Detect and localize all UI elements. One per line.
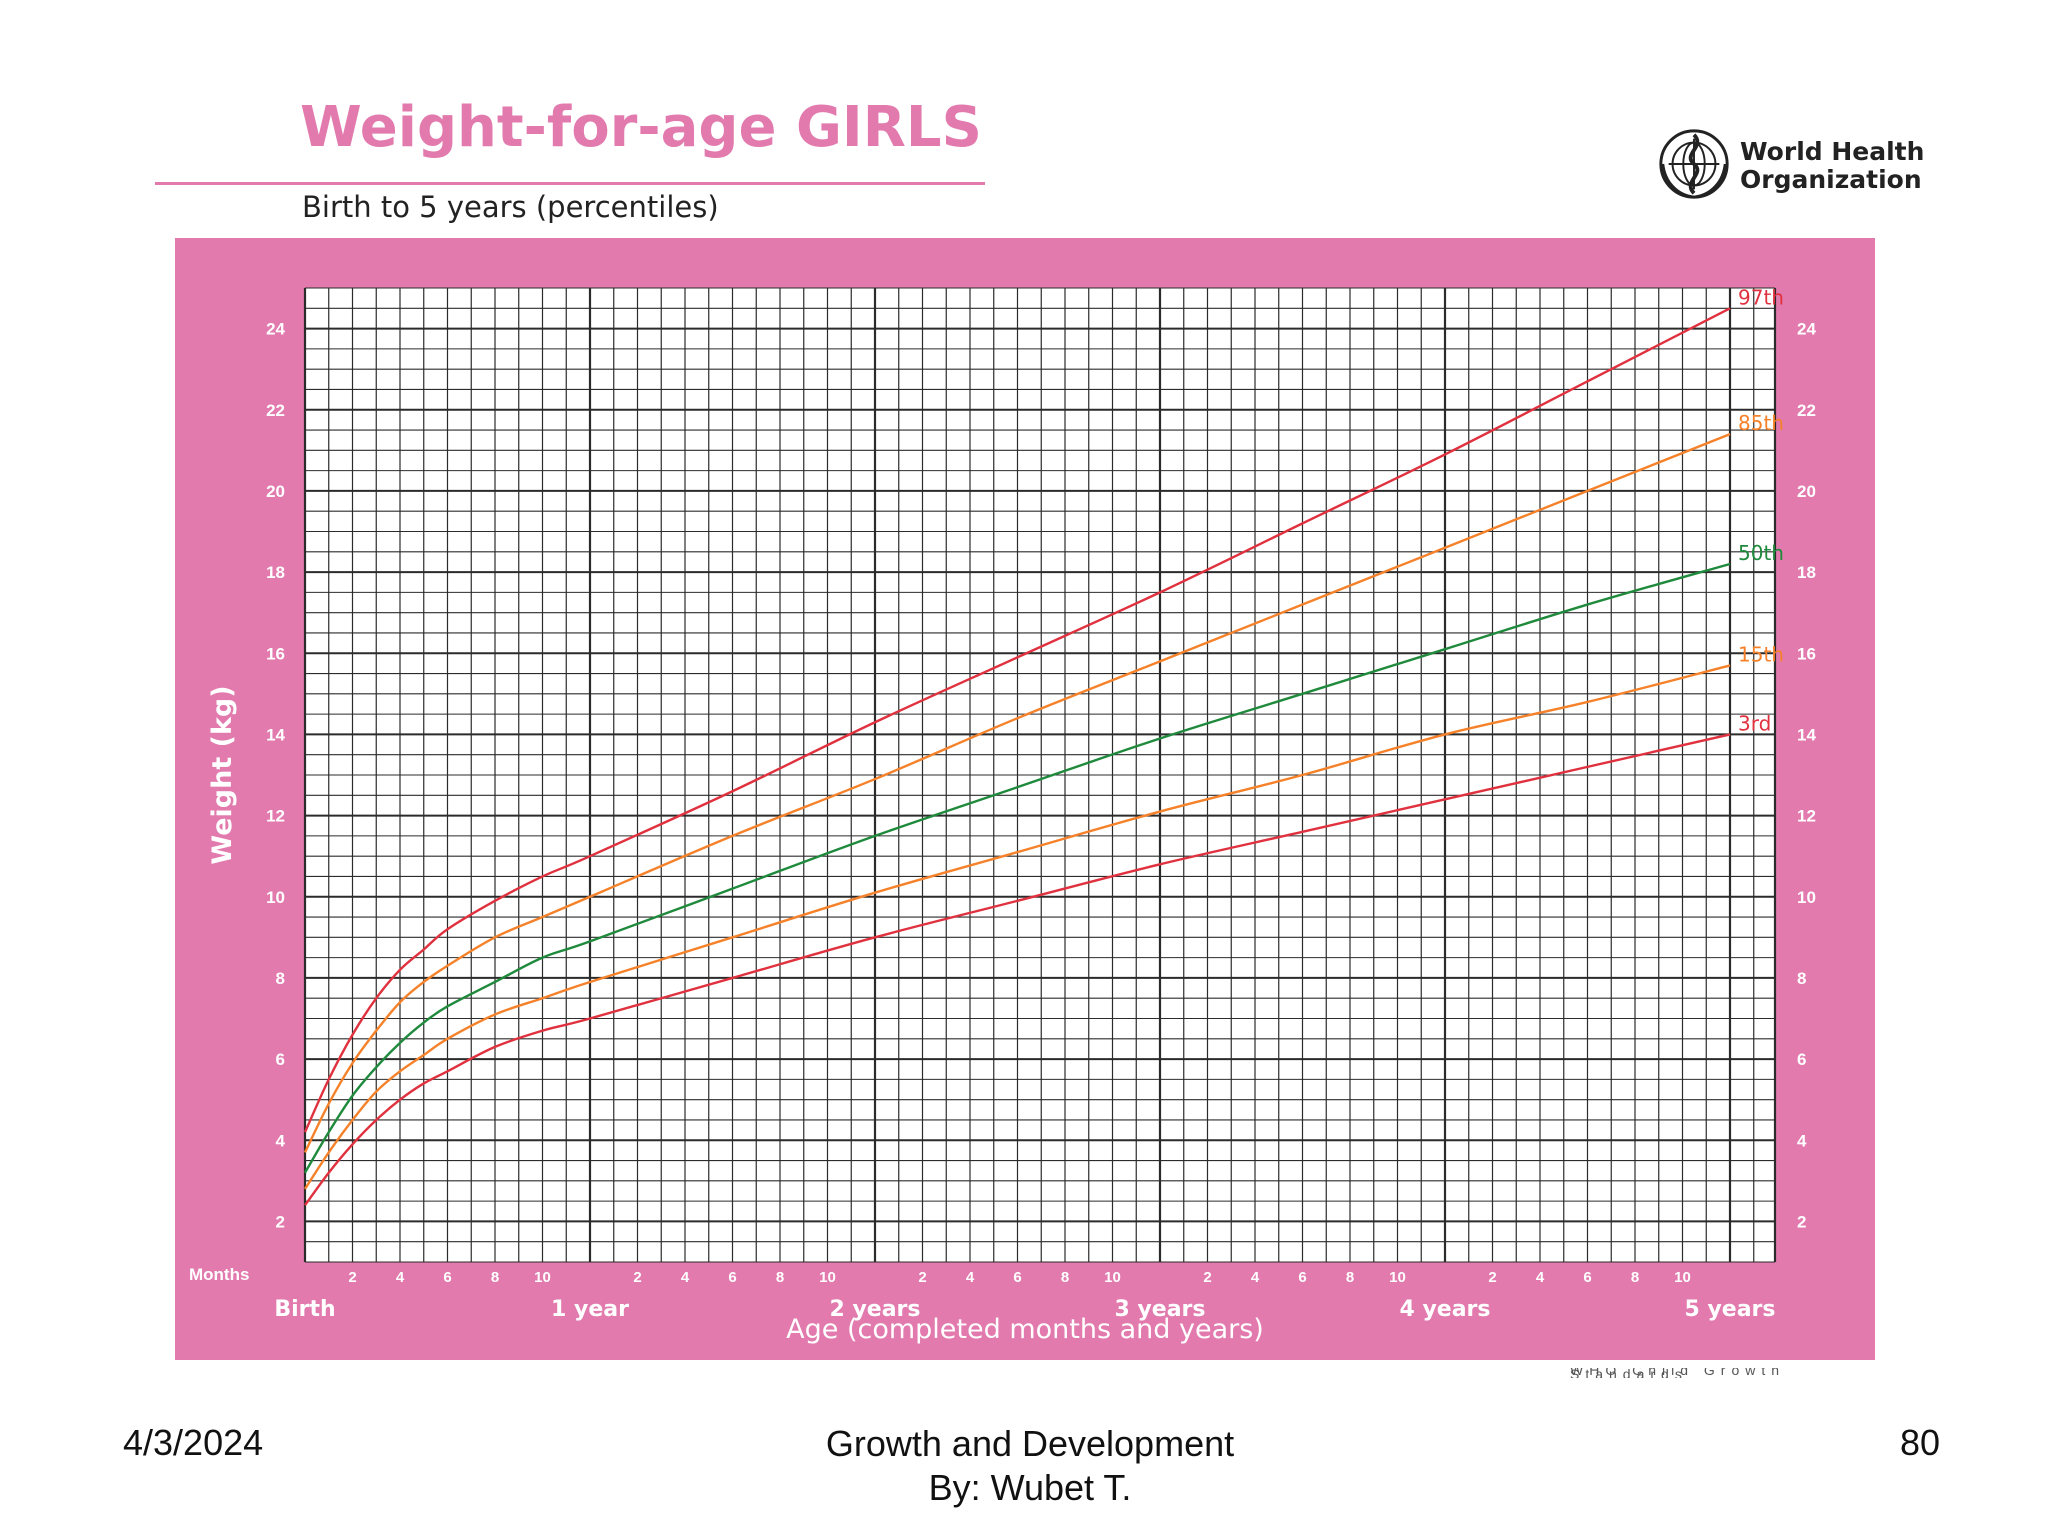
x-month-label: 10 — [1389, 1269, 1406, 1286]
percentile-line-85th — [303, 432, 1731, 1153]
y-axis-title: Weight (kg) — [207, 685, 238, 864]
footer-title: Growth and Development By: Wubet T. — [825, 1423, 1235, 1508]
y-tick-label-right: 16 — [1797, 644, 1816, 663]
x-month-label: 4 — [966, 1269, 975, 1286]
x-month-label: 10 — [819, 1269, 836, 1286]
y-tick-label-left: 24 — [266, 320, 285, 339]
y-tick-label-right: 8 — [1797, 969, 1806, 988]
y-tick-label-right: 12 — [1797, 807, 1816, 826]
y-tick-label-left: 4 — [276, 1131, 286, 1150]
y-tick-label-left: 18 — [266, 563, 285, 582]
x-month-label: 6 — [1298, 1269, 1306, 1286]
x-axis-year-labels: Birth 1 year 2 years 3 years 4 years 5 years — [274, 1297, 1775, 1322]
percentile-label-85th: 85th — [1738, 411, 1784, 435]
x-month-label: 6 — [443, 1269, 451, 1286]
x-year-label: 4 years — [1399, 1297, 1490, 1322]
chart-title: Weight-for-age GIRLS — [300, 95, 982, 160]
series-lines — [303, 307, 1731, 1206]
percentile-label-97th: 97th — [1738, 285, 1784, 309]
x-month-label: 6 — [728, 1269, 736, 1286]
x-month-label: 2 — [1488, 1269, 1496, 1286]
y-tick-label-right: 14 — [1797, 725, 1816, 744]
x-month-label: 10 — [1104, 1269, 1121, 1286]
y-tick-label-right: 24 — [1797, 320, 1816, 339]
percentile-label-3rd: 3rd — [1738, 711, 1771, 735]
organization-name: World Health Organization — [1740, 137, 1925, 194]
x-axis-month-labels: 2 4 6 8 10 2 4 6 8 10 2 4 6 8 10 2 4 6 8 10 2 4 6 8 10 — [348, 1269, 1691, 1286]
x-month-label: 6 — [1013, 1269, 1021, 1286]
y-tick-label-right: 18 — [1797, 563, 1816, 582]
x-month-label: 8 — [491, 1269, 499, 1286]
footer-date: 4/3/2024 — [123, 1422, 264, 1463]
y-tick-label-left: 2 — [276, 1212, 285, 1231]
x-month-label: 4 — [1536, 1269, 1545, 1286]
percentile-line-3rd — [304, 733, 1731, 1206]
x-month-label: 4 — [681, 1269, 690, 1286]
y-tick-label-right: 20 — [1797, 482, 1816, 501]
x-month-label: 2 — [918, 1269, 926, 1286]
x-axis-title: Age (completed months and years) — [786, 1314, 1264, 1345]
y-tick-label-right: 22 — [1797, 401, 1816, 420]
x-year-label: 1 year — [551, 1297, 629, 1322]
x-month-label: 8 — [776, 1269, 784, 1286]
percentile-label-50th: 50th — [1738, 541, 1784, 565]
y-tick-label-left: 20 — [266, 482, 285, 501]
page-number: 80 — [1899, 1422, 1940, 1463]
percentile-line-15th — [303, 664, 1731, 1190]
y-tick-label-left: 10 — [266, 888, 285, 907]
x-month-label: 8 — [1631, 1269, 1639, 1286]
grid-minor — [305, 287, 1775, 1263]
x-month-label: 6 — [1583, 1269, 1591, 1286]
months-label: Months — [189, 1265, 249, 1284]
chart-subtitle: Birth to 5 years (percentiles) — [302, 190, 719, 224]
x-month-label: 8 — [1061, 1269, 1069, 1286]
x-month-label: 2 — [348, 1269, 356, 1286]
x-month-label: 4 — [1251, 1269, 1260, 1286]
who-emblem-icon — [1659, 129, 1729, 199]
x-month-label: 8 — [1346, 1269, 1354, 1286]
percentile-line-97th — [303, 307, 1731, 1133]
y-tick-label-right: 2 — [1797, 1212, 1806, 1231]
percentile-label-15th: 15th — [1738, 642, 1784, 666]
y-tick-label-right: 6 — [1797, 1050, 1806, 1069]
source-watermark: WHO Child Growth Standards — [1570, 1368, 1786, 1378]
series-labels: 97th 85th 50th 15th 3rd — [1738, 285, 1784, 735]
x-month-label: 10 — [534, 1269, 551, 1286]
title-rule — [155, 182, 985, 185]
x-year-label: Birth — [274, 1297, 335, 1322]
y-tick-label-left: 22 — [266, 401, 285, 420]
x-year-label: 2 years — [829, 1297, 920, 1322]
percentile-line-50th — [303, 562, 1731, 1174]
y-tick-label-left: 8 — [276, 969, 285, 988]
y-tick-label-right: 10 — [1797, 888, 1816, 907]
x-month-label: 2 — [1203, 1269, 1211, 1286]
x-year-label: 5 years — [1684, 1297, 1775, 1322]
y-tick-label-left: 16 — [266, 644, 285, 663]
y-tick-label-left: 12 — [266, 807, 285, 826]
x-month-label: 10 — [1674, 1269, 1691, 1286]
grid-major — [303, 288, 1777, 1262]
y-tick-label-left: 14 — [266, 725, 285, 744]
x-month-label: 2 — [633, 1269, 641, 1286]
x-year-label: 3 years — [1114, 1297, 1205, 1322]
x-month-label: 4 — [396, 1269, 405, 1286]
y-tick-label-right: 4 — [1797, 1131, 1807, 1150]
y-tick-label-left: 6 — [276, 1050, 285, 1069]
